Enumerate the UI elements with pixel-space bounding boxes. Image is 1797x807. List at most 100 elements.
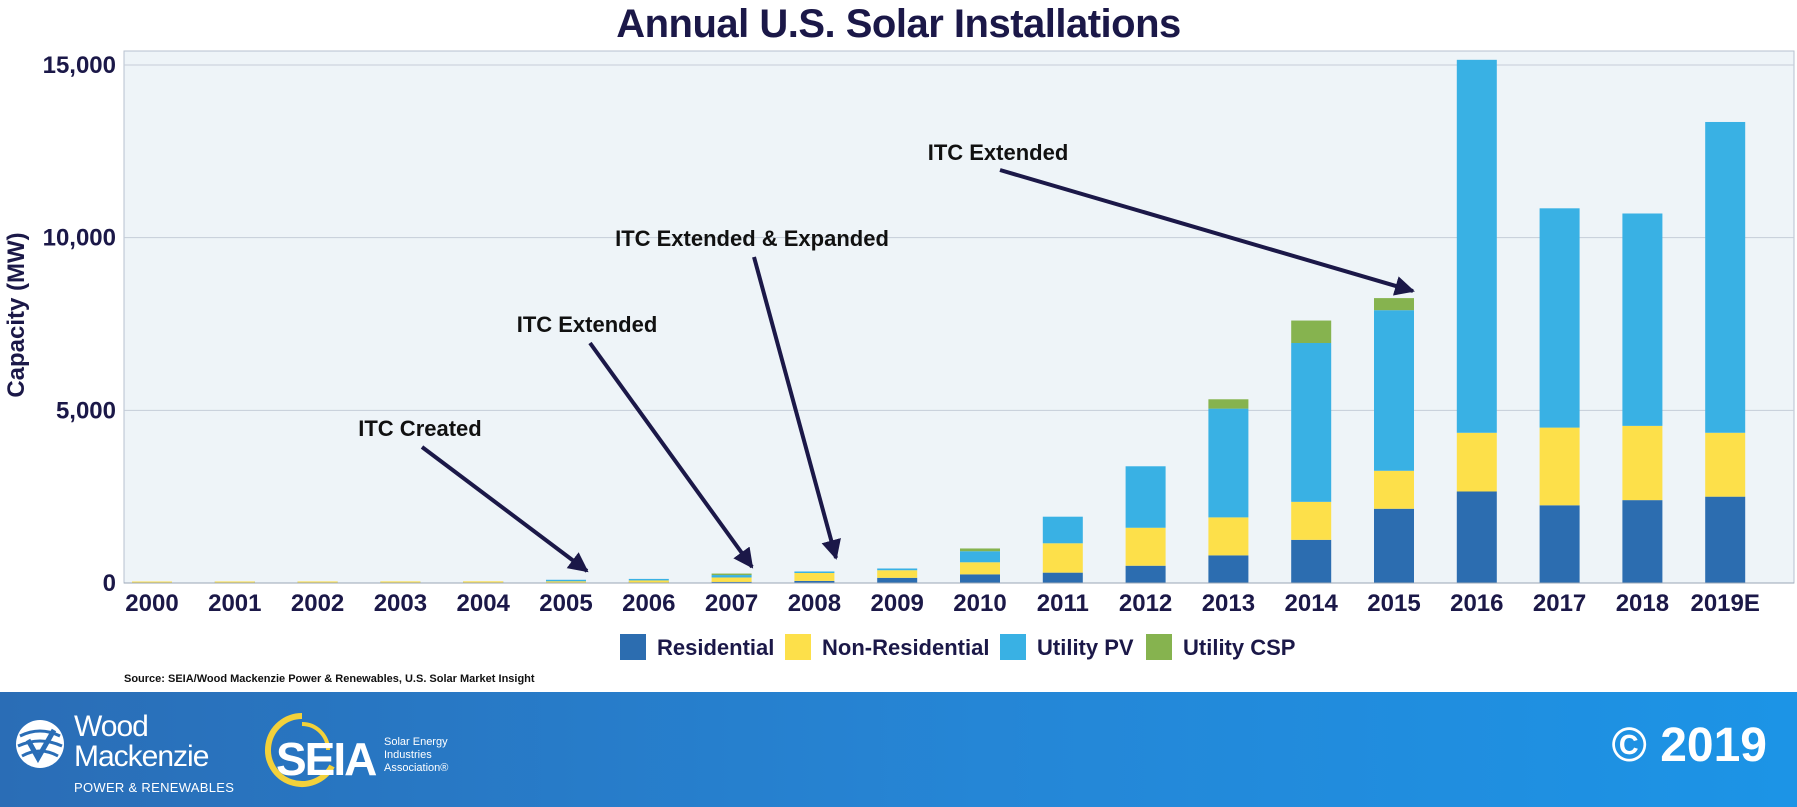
bar-residential-2010 <box>960 574 1000 583</box>
bar-utility-pv-2019E <box>1705 121 1746 433</box>
bar-non-residential-2019E <box>1705 432 1746 497</box>
bar-non-residential-2005 <box>546 581 586 583</box>
bar-non-residential-2009 <box>877 570 918 578</box>
bar-utility-pv-2017 <box>1539 208 1580 428</box>
annotation-arrow <box>999 168 1415 296</box>
y-tick-label: 15,000 <box>43 52 116 79</box>
bar-residential-2019E <box>1705 496 1746 583</box>
bar-utility-csp-2010 <box>960 548 1000 552</box>
x-tick-label: 2012 <box>1119 590 1172 617</box>
annotation-arrow <box>420 445 589 573</box>
bar-non-residential-2014 <box>1291 501 1332 540</box>
bar-residential-2013 <box>1208 555 1249 583</box>
bar-non-residential-2006 <box>628 580 669 583</box>
wood-mackenzie-globe-icon <box>16 720 64 768</box>
x-tick-label: 2013 <box>1202 590 1255 617</box>
x-tick-label: 2011 <box>1037 590 1089 617</box>
bars <box>132 59 1746 583</box>
bar-utility-pv-2007 <box>711 575 752 578</box>
bar-utility-csp-2007 <box>711 573 752 576</box>
bar-utility-pv-2016 <box>1456 59 1497 433</box>
bar-non-residential-2013 <box>1208 517 1249 556</box>
bar-non-residential-2000 <box>132 581 172 583</box>
legend-label: Non-Residential <box>822 635 989 660</box>
bar-utility-pv-2005 <box>546 579 586 582</box>
legend-swatch <box>1146 634 1172 660</box>
annotation-label: ITC Created <box>358 416 481 441</box>
bar-utility-pv-2018 <box>1622 213 1663 426</box>
x-tick-label: 2014 <box>1285 590 1339 617</box>
bar-residential-2015 <box>1374 508 1414 583</box>
gridlines <box>124 64 1794 411</box>
y-axis-label: Capacity (MW) <box>3 232 30 397</box>
seia-wordmark: SEIA <box>276 733 377 785</box>
bar-utility-pv-2010 <box>960 551 1000 563</box>
annotation-label: ITC Extended <box>517 312 658 337</box>
bar-non-residential-2018 <box>1622 425 1663 501</box>
x-tick-label: 2010 <box>953 590 1006 617</box>
bar-residential-2008 <box>794 580 835 583</box>
x-tick-label: 2000 <box>125 590 178 617</box>
annotation-arrow <box>752 256 841 560</box>
y-axis-ticks: 0 5,000 10,000 15,000 <box>43 52 116 597</box>
x-tick-label: 2007 <box>705 590 758 617</box>
bar-utility-pv-2012 <box>1125 466 1166 528</box>
x-tick-label: 2004 <box>457 590 511 617</box>
bar-non-residential-2015 <box>1374 470 1414 509</box>
bar-utility-pv-2011 <box>1042 516 1083 544</box>
bar-utility-pv-2013 <box>1208 408 1249 518</box>
bar-non-residential-2001 <box>214 581 255 583</box>
bar-utility-pv-2015 <box>1374 310 1414 471</box>
bar-utility-pv-2009 <box>877 568 918 571</box>
annotations: ITC Created ITC Extended ITC Extended & Ex… <box>358 140 1415 573</box>
bar-utility-pv-2006 <box>628 578 669 581</box>
x-tick-label: 2008 <box>788 590 841 617</box>
legend: Residential Non-Residential Utility PV Util… <box>620 634 1295 660</box>
x-tick-label: 2016 <box>1450 590 1503 617</box>
wood-mackenzie-name-line1: Wood <box>74 710 149 743</box>
x-tick-label: 2017 <box>1533 590 1586 617</box>
seia-tagline: Solar Energy Industries Association® <box>384 736 449 774</box>
bar-residential-2011 <box>1042 572 1083 583</box>
annotation-arrow <box>588 341 754 569</box>
legend-label: Utility PV <box>1037 635 1134 660</box>
bar-utility-csp-2015 <box>1374 298 1414 311</box>
legend-label: Utility CSP <box>1183 635 1295 660</box>
x-tick-label: 2002 <box>291 590 344 617</box>
wood-mackenzie-subtitle: POWER & RENEWABLES <box>74 780 235 795</box>
x-tick-label: 2006 <box>622 590 675 617</box>
annotation-label: ITC Extended <box>928 140 1069 165</box>
bar-non-residential-2003 <box>380 581 421 583</box>
bar-residential-2014 <box>1291 539 1332 583</box>
y-tick-label: 5,000 <box>56 397 116 424</box>
legend-label: Residential <box>657 635 774 660</box>
bar-non-residential-2004 <box>463 581 504 583</box>
bar-non-residential-2017 <box>1539 427 1580 506</box>
x-tick-label: 2018 <box>1616 590 1669 617</box>
x-tick-label: 2015 <box>1367 590 1420 617</box>
chart-title: Annual U.S. Solar Installations <box>616 2 1181 46</box>
copyright-text: © 2019 <box>1611 719 1767 772</box>
legend-swatch <box>1000 634 1026 660</box>
bar-utility-csp-2014 <box>1291 320 1332 343</box>
bar-non-residential-2012 <box>1125 527 1166 566</box>
bar-utility-csp-2013 <box>1208 399 1249 409</box>
seia-sun-icon <box>265 713 335 787</box>
annotation-label: ITC Extended & Expanded <box>615 226 889 251</box>
bar-residential-2016 <box>1456 491 1497 583</box>
x-tick-label: 2009 <box>871 590 924 617</box>
x-tick-label: 2005 <box>539 590 592 617</box>
x-tick-label: 2019E <box>1690 590 1759 617</box>
y-tick-label: 0 <box>103 570 116 597</box>
bar-non-residential-2011 <box>1042 543 1083 573</box>
bar-non-residential-2016 <box>1456 432 1497 492</box>
bar-non-residential-2002 <box>297 581 338 583</box>
x-tick-label: 2001 <box>208 590 261 617</box>
bar-residential-2007 <box>711 581 752 583</box>
legend-swatch <box>785 634 811 660</box>
source-note: Source: SEIA/Wood Mackenzie Power & Rene… <box>124 673 535 685</box>
bar-residential-2018 <box>1622 500 1663 583</box>
wood-mackenzie-name-line2: Mackenzie <box>74 740 209 773</box>
bar-utility-pv-2014 <box>1291 342 1332 502</box>
